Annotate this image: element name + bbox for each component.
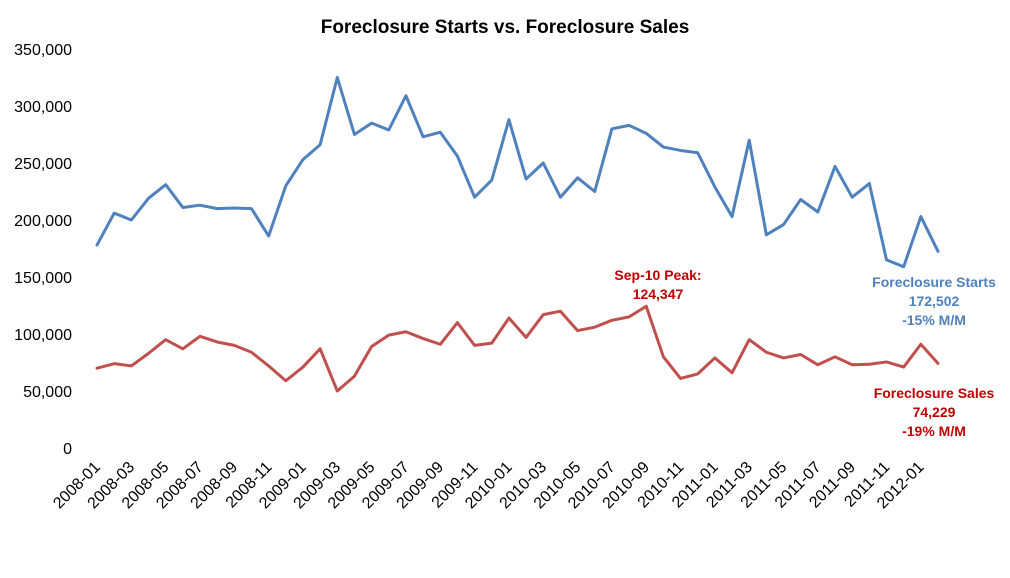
chart-title: Foreclosure Starts vs. Foreclosure Sales xyxy=(321,17,690,38)
y-tick-label: 300,000 xyxy=(14,99,72,116)
y-tick-label: 100,000 xyxy=(14,327,72,344)
starts-annotation-name: Foreclosure Starts xyxy=(872,274,996,290)
peak-annotation-value: 124,347 xyxy=(633,286,684,302)
sales-annotation: Foreclosure Sales 74,229 -19% M/M xyxy=(874,385,995,439)
x-axis: 2008-012008-032008-052008-072008-092008-… xyxy=(50,459,927,513)
sales-annotation-name: Foreclosure Sales xyxy=(874,385,995,401)
y-tick-label: 250,000 xyxy=(14,156,72,173)
series-line-foreclosure-sales xyxy=(95,304,940,393)
y-axis: 0 50,000 100,000 150,000 200,000 250,000 300,0… xyxy=(14,42,72,458)
y-tick-label: 0 xyxy=(63,441,72,458)
starts-annotation-change: -15% M/M xyxy=(902,312,966,328)
series-line-foreclosure-starts xyxy=(95,76,940,269)
sales-annotation-value: 74,229 xyxy=(913,404,956,420)
y-tick-label: 50,000 xyxy=(23,384,72,401)
y-tick-label: 350,000 xyxy=(14,42,72,59)
starts-annotation: Foreclosure Starts 172,502 -15% M/M xyxy=(872,274,996,328)
y-tick-label: 200,000 xyxy=(14,213,72,230)
starts-annotation-value: 172,502 xyxy=(909,293,960,309)
series-group xyxy=(95,76,940,393)
peak-annotation: Sep-10 Peak: 124,347 xyxy=(614,267,701,302)
y-tick-label: 150,000 xyxy=(14,270,72,287)
peak-annotation-label: Sep-10 Peak: xyxy=(614,267,701,283)
sales-annotation-change: -19% M/M xyxy=(902,423,966,439)
